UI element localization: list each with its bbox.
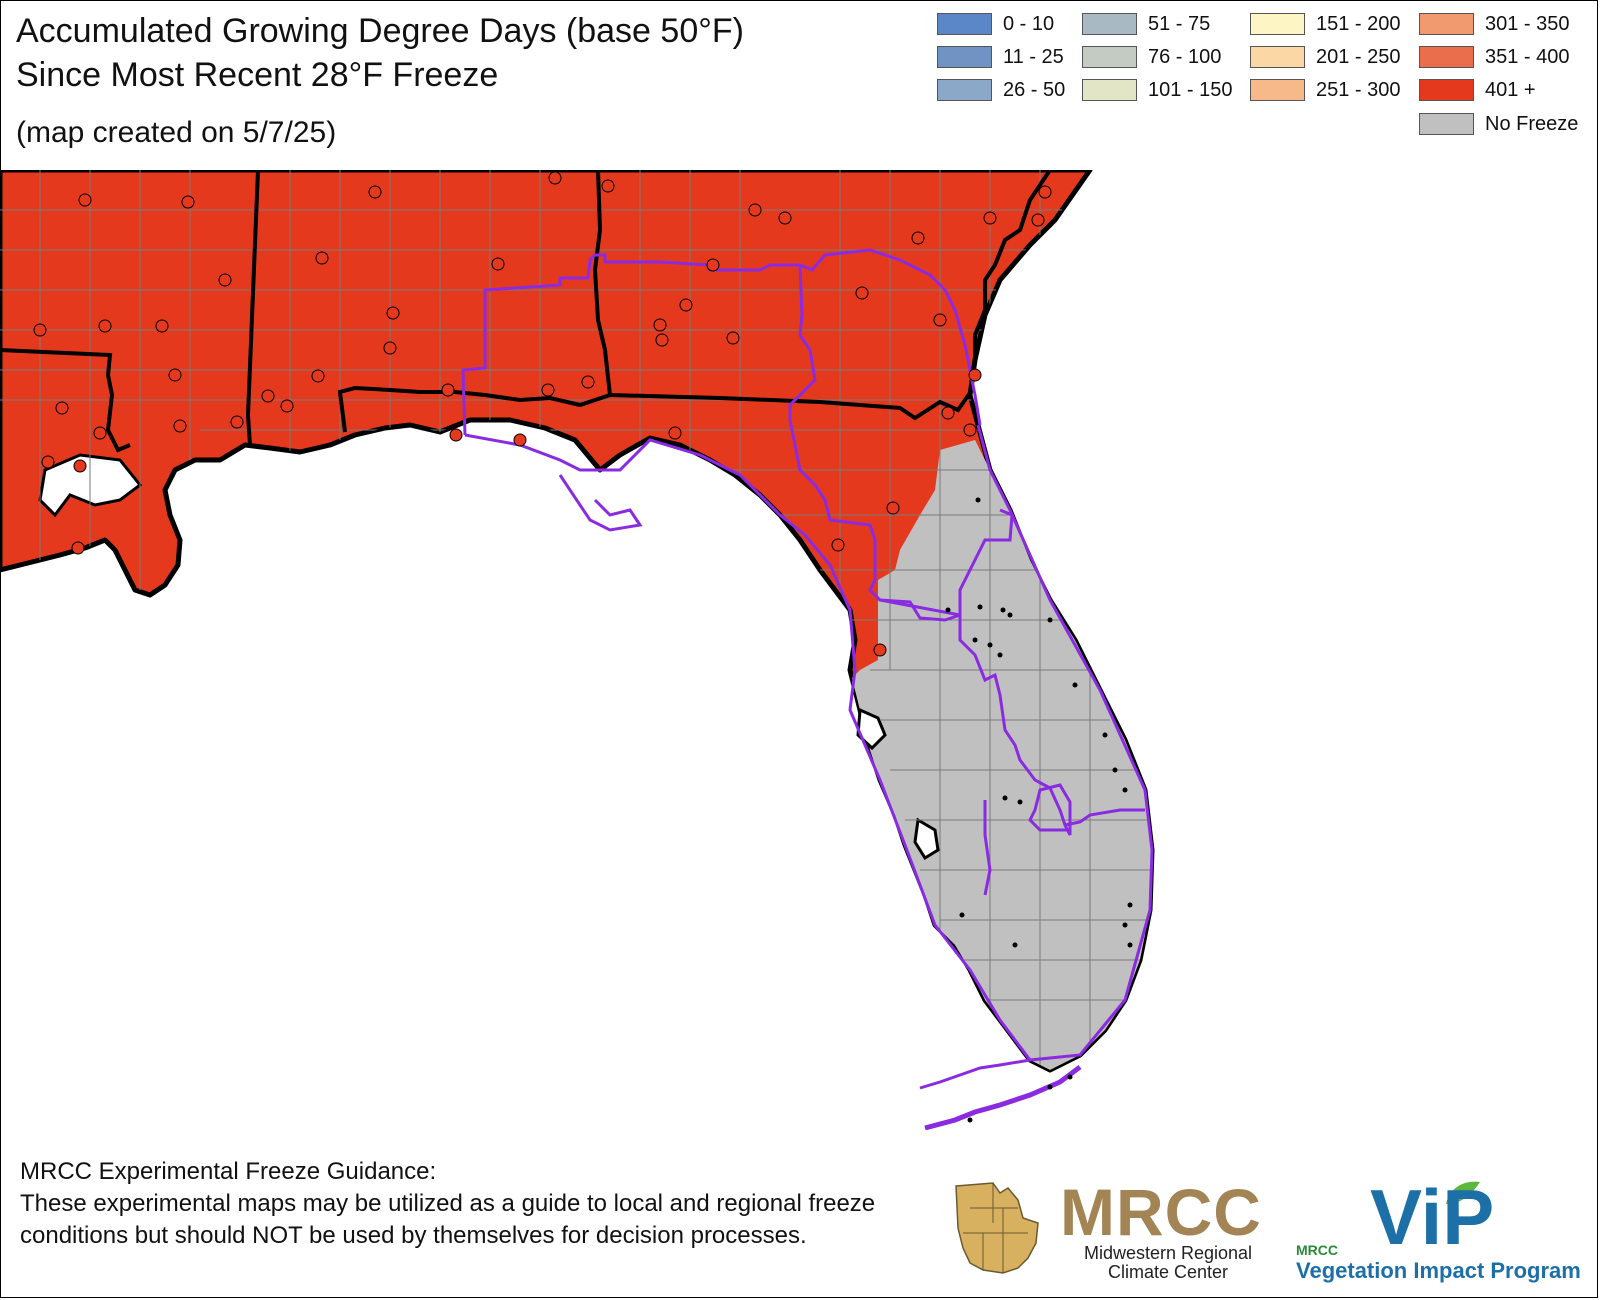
legend-label: 26 - 50 bbox=[1003, 78, 1066, 101]
disclaimer-heading: MRCC Experimental Freeze Guidance: bbox=[20, 1158, 437, 1185]
leaf-icon bbox=[1446, 1181, 1480, 1204]
legend-item: 26 - 50 bbox=[937, 76, 1065, 104]
legend-label: 151 - 200 bbox=[1316, 12, 1401, 35]
legend-label: 251 - 300 bbox=[1316, 78, 1401, 101]
disclaimer-body: These experimental maps may be utilized … bbox=[20, 1190, 876, 1249]
legend-label: 401 + bbox=[1485, 78, 1536, 101]
mrcc-subtitle-line2: Climate Center bbox=[1107, 1262, 1229, 1282]
legend-item: 101 - 150 bbox=[1082, 76, 1233, 104]
station-markers-red bbox=[33, 171, 1052, 657]
legend-label: 11 - 25 bbox=[1003, 45, 1064, 68]
legend-swatch bbox=[1419, 79, 1474, 101]
legend-label: 101 - 150 bbox=[1148, 78, 1233, 101]
climate-division-boundaries bbox=[461, 248, 1154, 1090]
mrcc-subtitle: Midwestern Regional Climate Center bbox=[1068, 1244, 1268, 1282]
legend-label: 201 - 250 bbox=[1316, 45, 1401, 68]
legend-swatch bbox=[1082, 13, 1137, 35]
legend-swatch bbox=[1250, 79, 1305, 101]
legend-label: 301 - 350 bbox=[1485, 12, 1570, 35]
legend-item: 11 - 25 bbox=[937, 43, 1064, 71]
legend-item: 251 - 300 bbox=[1250, 76, 1401, 104]
legend-swatch bbox=[1082, 79, 1137, 101]
legend-item: 301 - 350 bbox=[1419, 10, 1570, 38]
legend-item: No Freeze bbox=[1419, 110, 1578, 138]
legend-label: 0 - 10 bbox=[1003, 12, 1055, 35]
disclaimer: MRCC Experimental Freeze Guidance: These… bbox=[20, 1156, 900, 1252]
mrcc-wordmark: MRCC bbox=[1060, 1175, 1262, 1249]
station-markers-black bbox=[945, 497, 1133, 1123]
water-charlotte-harbor bbox=[913, 817, 940, 861]
state-borders bbox=[0, 170, 1052, 453]
legend: 0 - 10 11 - 25 26 - 50 51 - 75 76 - 100 … bbox=[937, 10, 1597, 140]
vip-wordmark: ViP bbox=[1370, 1173, 1495, 1261]
vip-subtitle: Vegetation Impact Program bbox=[1296, 1258, 1581, 1283]
map-created-date: (map created on 5/7/25) bbox=[16, 116, 337, 149]
legend-item: 76 - 100 bbox=[1082, 43, 1221, 71]
legend-label: 76 - 100 bbox=[1148, 45, 1222, 68]
vip-mrcc-small: MRCC bbox=[1296, 1242, 1338, 1258]
legend-item: 151 - 200 bbox=[1250, 10, 1401, 38]
midwest-region-map-icon bbox=[955, 1182, 1039, 1274]
map-subtitle: Since Most Recent 28°F Freeze bbox=[16, 56, 499, 94]
legend-swatch bbox=[937, 46, 992, 68]
legend-swatch bbox=[1250, 46, 1305, 68]
mrcc-subtitle-line1: Midwestern Regional bbox=[1083, 1243, 1253, 1263]
vip-logo: MRCC ViP Vegetation Impact Program bbox=[1292, 1173, 1594, 1286]
legend-item: 51 - 75 bbox=[1082, 10, 1210, 38]
region-no-freeze bbox=[835, 440, 1152, 1070]
mrcc-logo: MRCC Midwestern Regional Climate Center bbox=[948, 1175, 1278, 1282]
legend-item: 401 + bbox=[1419, 76, 1536, 104]
legend-swatch bbox=[1419, 13, 1474, 35]
florida-keys bbox=[924, 1065, 1082, 1130]
legend-label: 351 - 400 bbox=[1485, 45, 1570, 68]
legend-swatch bbox=[1250, 13, 1305, 35]
legend-swatch bbox=[1419, 113, 1474, 135]
gdd-map bbox=[0, 170, 1155, 1130]
legend-item: 0 - 10 bbox=[937, 10, 1054, 38]
legend-swatch bbox=[937, 13, 992, 35]
legend-swatch bbox=[937, 79, 992, 101]
legend-swatch bbox=[1419, 46, 1474, 68]
legend-label: 51 - 75 bbox=[1148, 12, 1211, 35]
legend-item: 201 - 250 bbox=[1250, 43, 1401, 71]
legend-item: 351 - 400 bbox=[1419, 43, 1570, 71]
legend-label: No Freeze bbox=[1485, 112, 1579, 135]
map-title: Accumulated Growing Degree Days (base 50… bbox=[16, 12, 744, 50]
land-gdd-401-plus bbox=[0, 170, 1155, 1073]
legend-swatch bbox=[1082, 46, 1137, 68]
county-boundaries bbox=[0, 170, 1150, 1065]
